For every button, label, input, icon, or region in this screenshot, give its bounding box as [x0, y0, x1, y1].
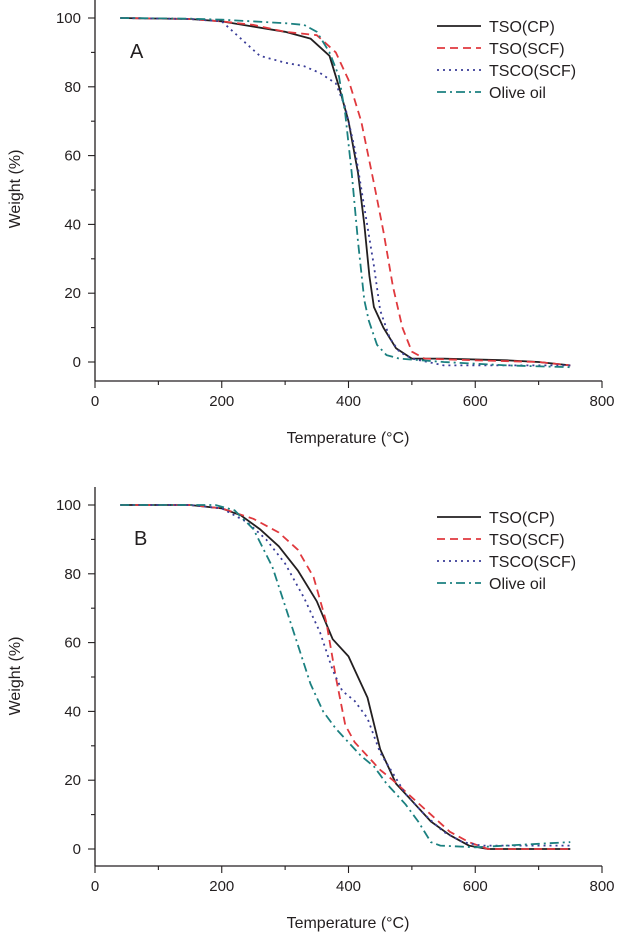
- panel-b-y-tick-label: 80: [64, 566, 81, 583]
- panel-b-x-axis-title: Temperature (°C): [287, 915, 410, 932]
- panel-b-label: B: [134, 528, 147, 550]
- panel-b-y-tick-label: 100: [56, 497, 81, 514]
- panel-a-y-tick-label: 100: [56, 10, 81, 27]
- panel-b-x-tick-label: 600: [463, 878, 488, 895]
- panel-b-legend-label-3: TSCO(SCF): [489, 554, 576, 571]
- panel-a-legend-label-4: Olive oil: [489, 85, 546, 102]
- panel-b-y-axis-title: Weight (%): [7, 637, 24, 716]
- panel-a-series: [120, 17, 571, 369]
- panel-a-x-axis-title: Temperature (°C): [287, 430, 410, 447]
- panel-a-y-tick-label: 20: [64, 285, 81, 302]
- panel-a-legend-label-3: TSCO(SCF): [489, 63, 576, 80]
- panel-a-ticks: 0 200 400 600 800 0 20 40 60 80 100: [56, 10, 615, 410]
- panel-a-series-line-4: [120, 17, 571, 369]
- panel-a-x-tick-label: 800: [589, 393, 614, 410]
- panel-a-legend-label-2: TSO(SCF): [489, 41, 565, 58]
- panel-a-label: A: [130, 41, 144, 63]
- panel-b-series-line-4: [120, 504, 571, 849]
- panel-b-x-tick-label: 0: [91, 878, 99, 895]
- panel-b-series: [120, 504, 571, 850]
- panel-b-ticks: 0 200 400 600 800 0 20 40 60 80 100: [56, 497, 615, 895]
- panel-b-x-tick-label: 800: [589, 878, 614, 895]
- panel-a: 0 200 400 600 800 0 20 40 60 80 100 A Temperature …: [7, 0, 615, 447]
- panel-b-y-tick-label: 40: [64, 703, 81, 720]
- panel-a-y-tick-label: 0: [73, 354, 81, 371]
- panel-b-y-tick-label: 0: [73, 841, 81, 858]
- panel-b-legend-label-4: Olive oil: [489, 576, 546, 593]
- panel-b-legend-label-2: TSO(SCF): [489, 532, 565, 549]
- panel-b-legend: TSO(CP) TSO(SCF) TSCO(SCF) Olive oil: [437, 510, 576, 593]
- panel-b-x-tick-label: 200: [209, 878, 234, 895]
- panel-a-series-line-2: [120, 17, 571, 367]
- panel-b-legend-label-1: TSO(CP): [489, 510, 555, 527]
- panel-b-x-tick-label: 400: [336, 878, 361, 895]
- panel-a-y-tick-label: 80: [64, 79, 81, 96]
- panel-a-legend: TSO(CP) TSO(SCF) TSCO(SCF) Olive oil: [437, 19, 576, 102]
- panel-b-series-line-2: [120, 504, 571, 850]
- panel-b-y-tick-label: 20: [64, 772, 81, 789]
- panel-b: 0 200 400 600 800 0 20 40 60 80 100 B Temperature …: [7, 487, 615, 932]
- panel-a-y-tick-label: 60: [64, 148, 81, 165]
- panel-b-y-tick-label: 60: [64, 635, 81, 652]
- panel-a-x-tick-label: 200: [209, 393, 234, 410]
- panel-a-x-tick-label: 400: [336, 393, 361, 410]
- panel-a-x-tick-label: 0: [91, 393, 99, 410]
- panel-a-x-tick-label: 600: [463, 393, 488, 410]
- panel-a-legend-label-1: TSO(CP): [489, 19, 555, 36]
- panel-a-y-axis-title: Weight (%): [7, 150, 24, 229]
- panel-a-y-tick-label: 40: [64, 216, 81, 233]
- panel-b-series-line-1: [120, 504, 571, 850]
